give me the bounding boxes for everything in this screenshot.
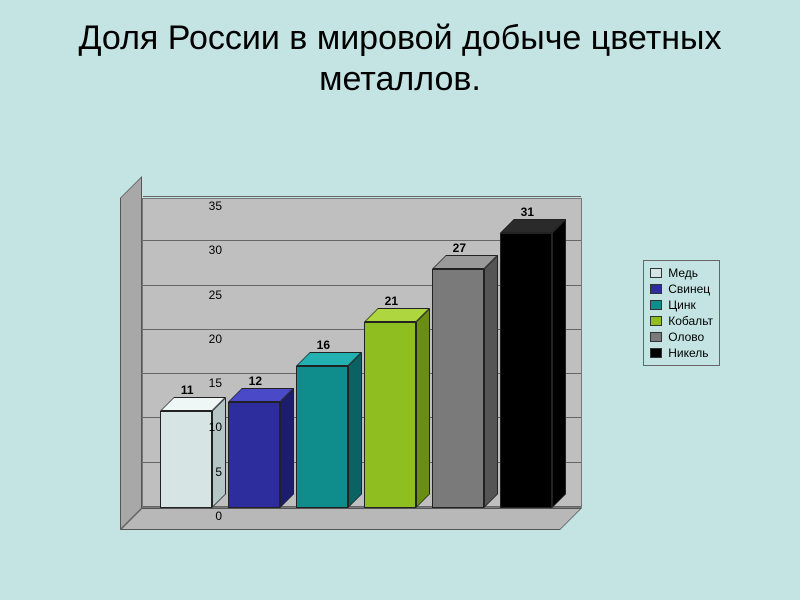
y-tick-label: 15 — [182, 376, 222, 390]
bar-side — [552, 219, 566, 508]
legend-item: Олово — [650, 329, 713, 345]
bar-front — [296, 366, 348, 508]
legend-item: Никель — [650, 345, 713, 361]
bar-Кобальт: 21 — [364, 322, 416, 508]
legend-label: Кобальт — [668, 314, 713, 328]
legend-swatch — [650, 268, 662, 278]
y-tick-label: 10 — [182, 420, 222, 434]
bar-side — [416, 308, 430, 508]
bar-front — [228, 402, 280, 508]
bar-value-label: 12 — [249, 374, 262, 388]
legend-swatch — [650, 348, 662, 358]
gridline — [143, 196, 581, 197]
bar-front — [500, 233, 552, 508]
y-tick-label: 30 — [182, 243, 222, 257]
page-title: Доля России в мировой добыче цветных мет… — [0, 0, 800, 108]
legend-item: Свинец — [650, 281, 713, 297]
bar-front — [432, 269, 484, 508]
bar-side — [212, 397, 226, 508]
bar-Цинк: 16 — [296, 366, 348, 508]
legend-swatch — [650, 300, 662, 310]
chart-sidewall — [120, 176, 142, 530]
legend-item: Медь — [650, 265, 713, 281]
y-tick-label: 20 — [182, 332, 222, 346]
y-tick-label: 25 — [182, 288, 222, 302]
y-tick-label: 35 — [182, 199, 222, 213]
bar-side — [484, 255, 498, 508]
legend-label: Олово — [668, 330, 704, 344]
legend-label: Медь — [668, 266, 698, 280]
bar-side — [280, 388, 294, 508]
legend-swatch — [650, 316, 662, 326]
bar-value-label: 21 — [385, 294, 398, 308]
legend-label: Цинк — [668, 298, 695, 312]
chart-legend: Медь Свинец Цинк Кобальт Олово Никель — [643, 260, 720, 366]
y-tick-label: 5 — [182, 465, 222, 479]
bar-front — [364, 322, 416, 508]
bar-Никель: 31 — [500, 233, 552, 508]
bar-value-label: 16 — [317, 338, 330, 352]
bar-chart: 111216212731 05101520253035 МедьСвинецЦи… — [70, 150, 670, 550]
bar-Свинец: 12 — [228, 402, 280, 508]
bar-value-label: 31 — [521, 205, 534, 219]
legend-label: Никель — [668, 346, 708, 360]
legend-swatch — [650, 332, 662, 342]
bar-value-label: 27 — [453, 241, 466, 255]
legend-item: Цинк — [650, 297, 713, 313]
legend-swatch — [650, 284, 662, 294]
y-tick-label: 0 — [182, 509, 222, 523]
legend-label: Свинец — [668, 282, 710, 296]
bar-Олово: 27 — [432, 269, 484, 508]
legend-item: Кобальт — [650, 313, 713, 329]
bar-side — [348, 352, 362, 508]
